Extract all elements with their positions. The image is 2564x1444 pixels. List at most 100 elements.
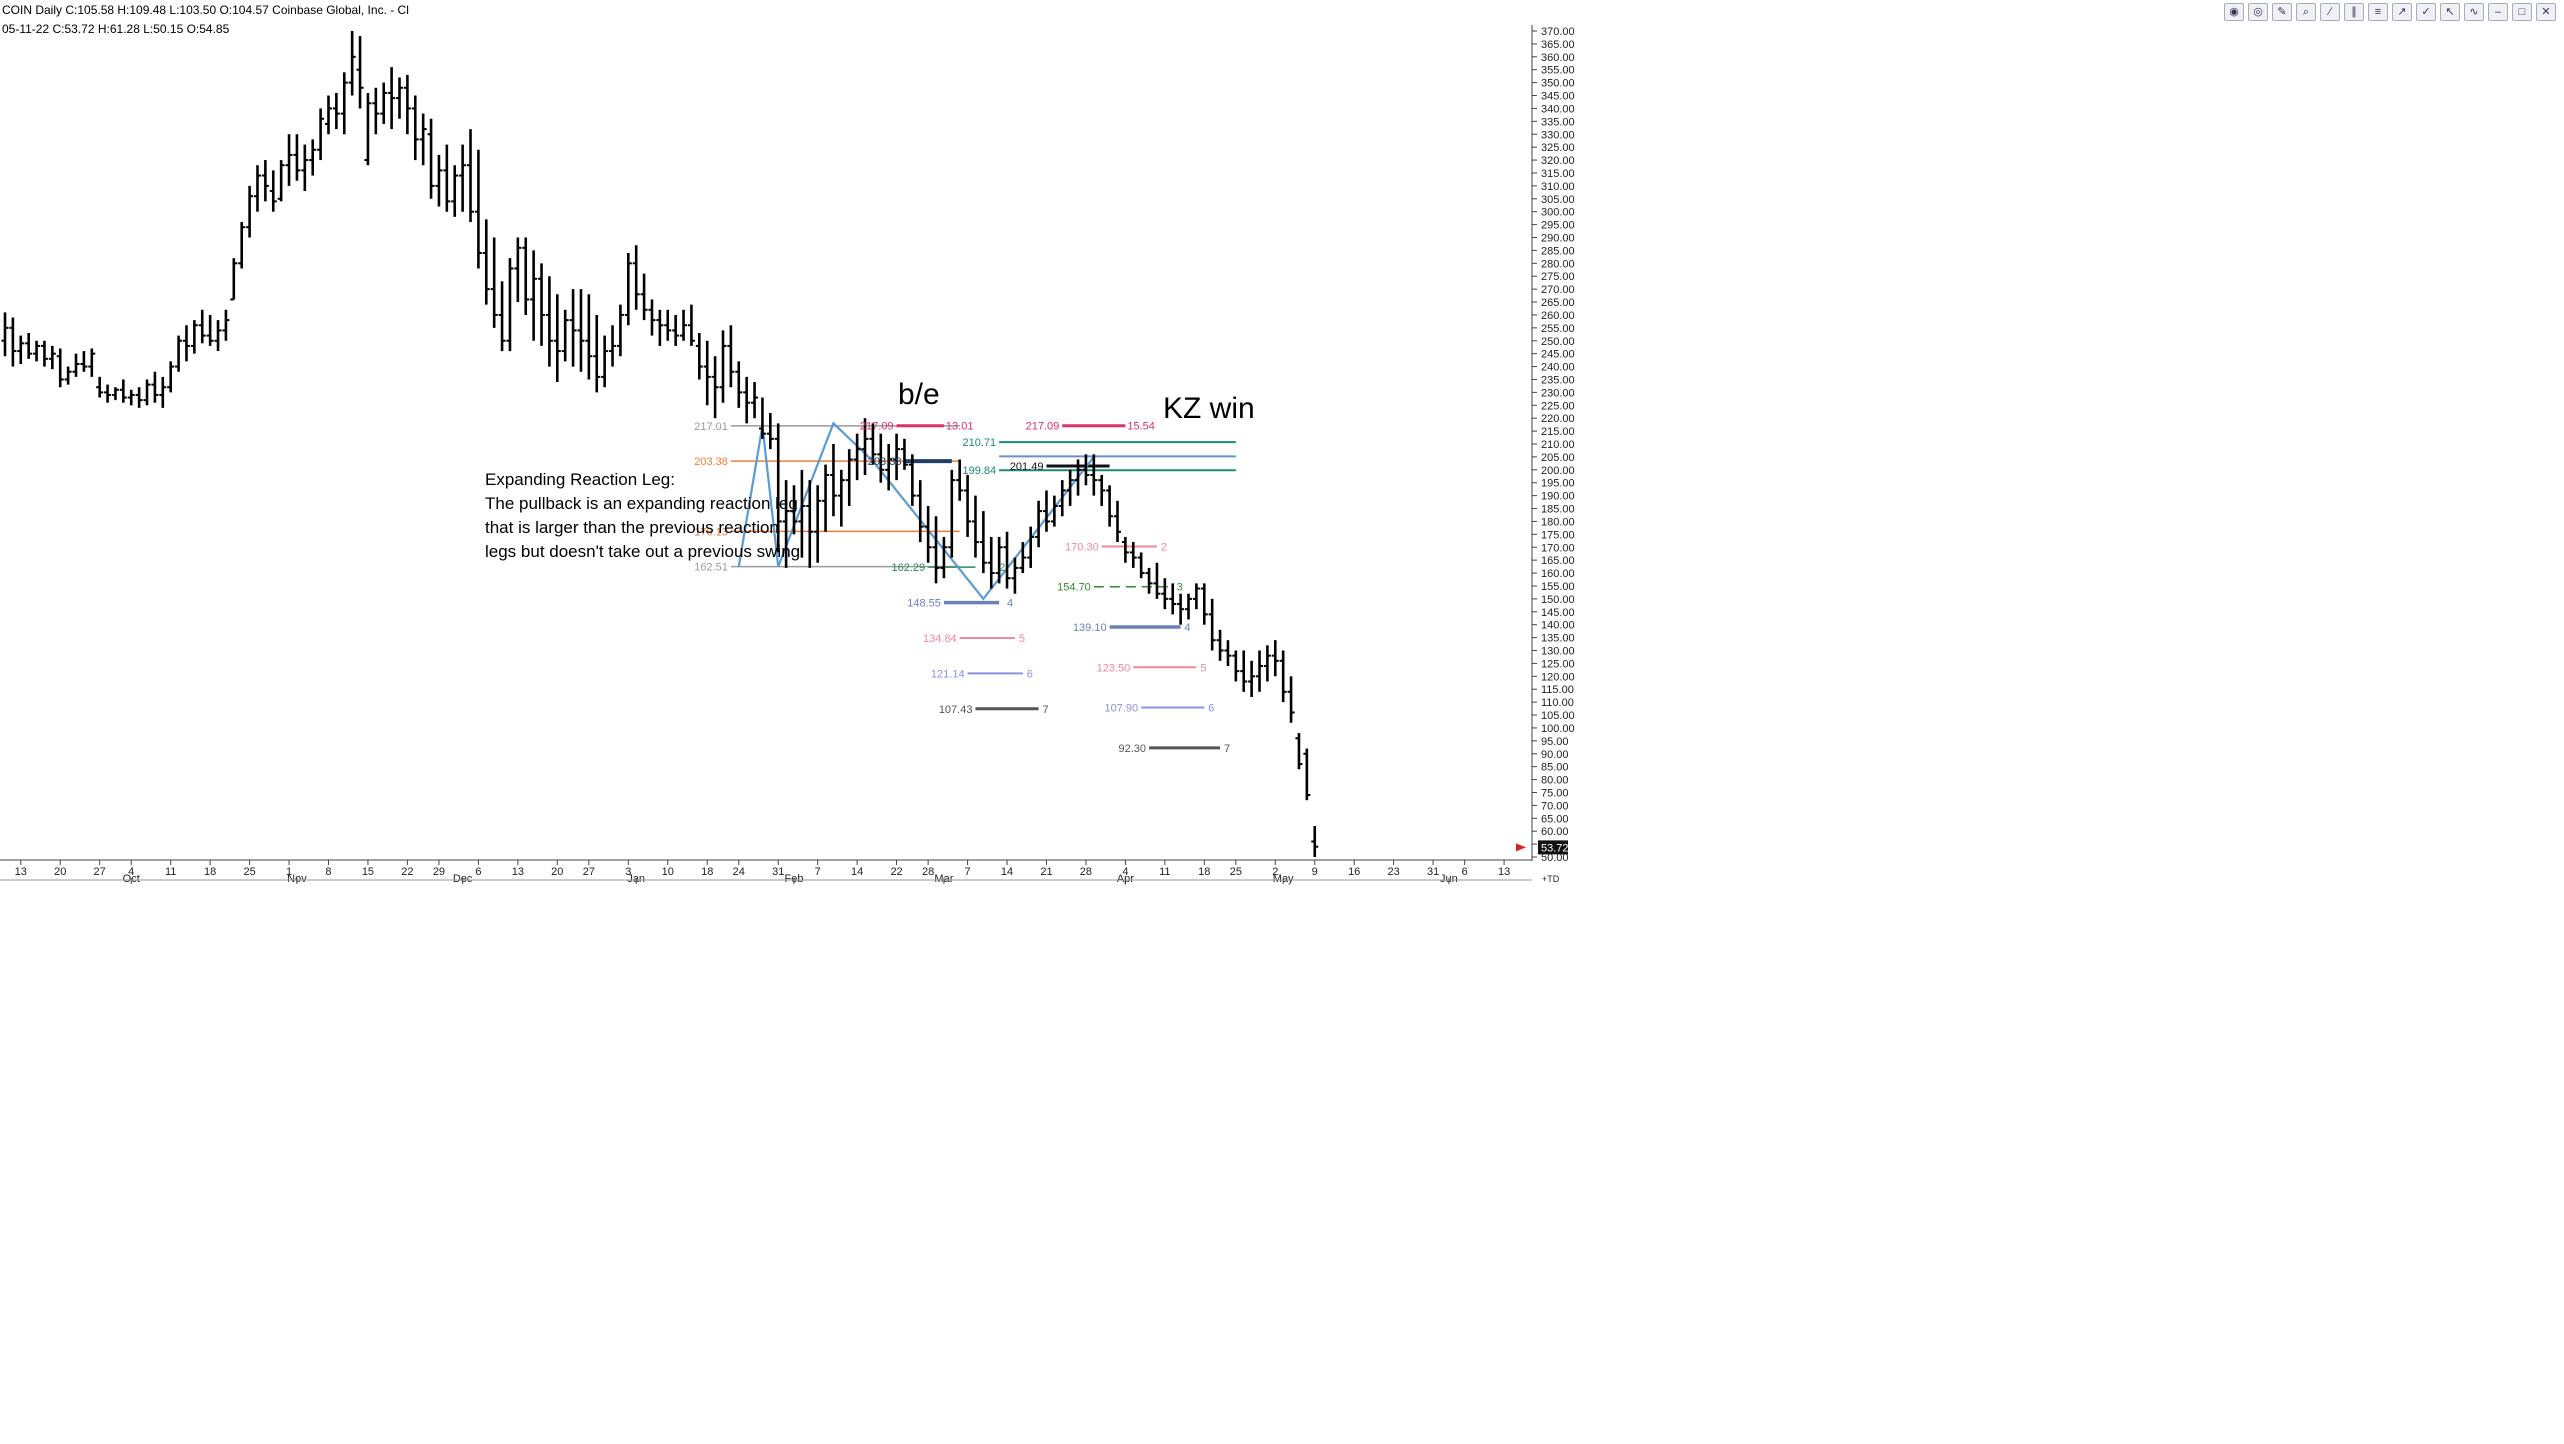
line-tool-icon[interactable]: ∕ [2320,3,2340,21]
ohlc-bar [111,387,119,401]
y-tick-label: 330.00 [1541,129,1575,141]
fib-tool-icon[interactable]: ≡ [2368,3,2388,21]
ohlc-bar [104,384,112,403]
x-tick-label: 1 [286,866,292,878]
ohlc-bar [774,423,782,553]
y-tick-label: 90.00 [1541,749,1569,761]
ohlc-bar [1208,598,1216,651]
ohlc-bar [1185,593,1192,620]
ohlc-bar [253,165,261,212]
y-tick-label: 205.00 [1541,452,1575,464]
ohlc-bar [175,335,183,372]
y-tick-label: 220.00 [1541,413,1575,425]
ohlc-bar [1256,650,1264,692]
count-label: 3 [1177,582,1183,594]
ohlc-bar [727,325,735,388]
x-tick-label: 27 [583,866,595,878]
y-tick-label: 365.00 [1541,39,1575,51]
ohlc-bar [877,433,885,483]
y-tick-label: 355.00 [1541,65,1575,77]
level-labels: 217.01 203.38 176.13 162.51 217.09 13.01 203.3… [694,421,1230,755]
ohlc-bar [482,219,490,305]
ohlc-bar [206,314,214,346]
ohlc-bar [932,516,940,584]
axes: 370.00365.00360.00355.00350.00345.00340.… [0,25,1575,885]
chart-toolbar: ◉ ◎ ✎ ⌕ ∕ ∥ ≡ ↗ ✓ ↖ ∿ – □ ✕ [2224,3,2556,21]
y-tick-label: 320.00 [1541,155,1575,167]
restore-icon[interactable]: □ [2512,3,2532,21]
be-annotation: b/e [898,378,940,411]
ohlc-bar [467,129,475,223]
ohlc-bar [238,222,246,269]
zigzag-icon[interactable]: ∿ [2464,3,2484,21]
pencil-icon[interactable]: ✎ [2272,3,2292,21]
close-icon[interactable]: ✕ [2536,3,2556,21]
ohlc-bar [680,309,688,341]
level-label: 199.84 [962,465,996,477]
ohlc-bar [672,314,680,346]
palette-icon[interactable]: ◉ [2224,3,2244,21]
ohlc-bar [269,170,277,212]
ohlc-bar [198,309,206,344]
ohlc-bar [151,371,159,403]
ohlc-bar [616,304,624,357]
target-icon[interactable]: ◎ [2248,3,2268,21]
ohlc-bar [814,485,822,563]
arrow-icon[interactable]: ↖ [2440,3,2460,21]
ray-icon[interactable]: ↗ [2392,3,2412,21]
ohlc-bar [182,325,190,362]
x-tick-label: 7 [965,866,971,878]
x-month-label: Mar [934,873,953,885]
level-label: 176.13 [694,526,728,538]
x-tick-label: 2 [1272,866,1278,878]
y-tick-label: 70.00 [1541,800,1569,812]
ohlc-bar [222,309,230,341]
x-month-label: Nov [287,873,307,885]
last-price-box [1538,840,1568,855]
ohlc-bar [1279,650,1287,703]
ohlc-bar [396,77,403,119]
ohlc-bar [309,139,317,176]
marker-icon[interactable]: ✓ [2416,3,2436,21]
magnifier-icon[interactable]: ⌕ [2296,3,2316,21]
y-tick-label: 370.00 [1541,26,1575,38]
y-tick-label: 360.00 [1541,52,1575,64]
x-tick-label: 13 [1498,866,1510,878]
ohlc-bar [561,309,569,362]
y-tick-label: 300.00 [1541,207,1575,219]
y-tick-label: 75.00 [1541,787,1569,799]
y-tick-label: 285.00 [1541,245,1575,257]
ohlc-bar [1295,733,1303,770]
ohlc-bar [317,108,325,161]
ohlc-bar [885,444,893,491]
parallel-line-icon[interactable]: ∥ [2344,3,2364,21]
ohlc-bar [1066,469,1074,506]
y-tick-label: 225.00 [1541,400,1575,412]
ohlc-bar [995,536,1003,584]
y-tick-label: 325.00 [1541,142,1575,154]
level-label: 217.01 [694,421,728,433]
ohlc-bar [664,309,672,341]
y-tick-label: 115.00 [1541,684,1574,696]
ohlc-bar [758,397,766,439]
y-tick-label: 65.00 [1541,813,1569,825]
count-label: 5 [1200,662,1206,674]
ohlc-bar [56,348,64,388]
ohlc-bar [490,237,498,328]
note-line: legs but doesn't take out a previous swi… [485,542,801,561]
ohlc-bar [1011,557,1019,594]
ohlc-bar [861,418,869,475]
count-label: 6 [1208,703,1214,715]
y-tick-label: 345.00 [1541,91,1575,103]
x-tick-label: 13 [15,866,27,878]
ohlc-bar [451,165,459,217]
x-tick-label: 22 [401,866,413,878]
y-tick-label: 210.00 [1541,439,1575,451]
minimize-icon[interactable]: – [2488,3,2508,21]
y-tick-label: 180.00 [1541,516,1575,528]
count-label: 2 [1161,541,1167,553]
x-tick-label: 9 [1312,866,1318,878]
level-label: 217.09 [1026,421,1060,433]
ohlc-bar [711,356,719,419]
